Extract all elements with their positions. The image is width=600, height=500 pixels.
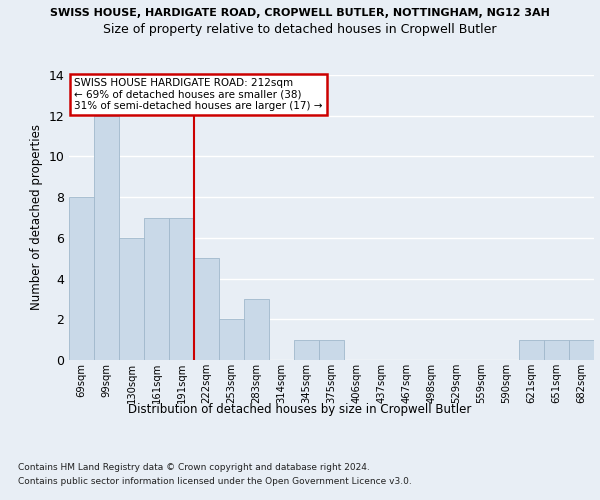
Bar xyxy=(144,218,169,360)
Bar xyxy=(294,340,319,360)
Text: Distribution of detached houses by size in Cropwell Butler: Distribution of detached houses by size … xyxy=(128,402,472,415)
Bar xyxy=(169,218,194,360)
Bar xyxy=(244,299,269,360)
Text: Size of property relative to detached houses in Cropwell Butler: Size of property relative to detached ho… xyxy=(103,22,497,36)
Bar xyxy=(69,197,94,360)
Text: SWISS HOUSE, HARDIGATE ROAD, CROPWELL BUTLER, NOTTINGHAM, NG12 3AH: SWISS HOUSE, HARDIGATE ROAD, CROPWELL BU… xyxy=(50,8,550,18)
Bar xyxy=(194,258,219,360)
Text: Contains public sector information licensed under the Open Government Licence v3: Contains public sector information licen… xyxy=(18,478,412,486)
Text: Contains HM Land Registry data © Crown copyright and database right 2024.: Contains HM Land Registry data © Crown c… xyxy=(18,462,370,471)
Bar xyxy=(319,340,344,360)
Bar xyxy=(219,320,244,360)
Y-axis label: Number of detached properties: Number of detached properties xyxy=(30,124,43,310)
Bar xyxy=(569,340,594,360)
Bar xyxy=(119,238,144,360)
Bar xyxy=(544,340,569,360)
Bar xyxy=(94,116,119,360)
Text: SWISS HOUSE HARDIGATE ROAD: 212sqm
← 69% of detached houses are smaller (38)
31%: SWISS HOUSE HARDIGATE ROAD: 212sqm ← 69%… xyxy=(74,78,323,111)
Bar xyxy=(519,340,544,360)
